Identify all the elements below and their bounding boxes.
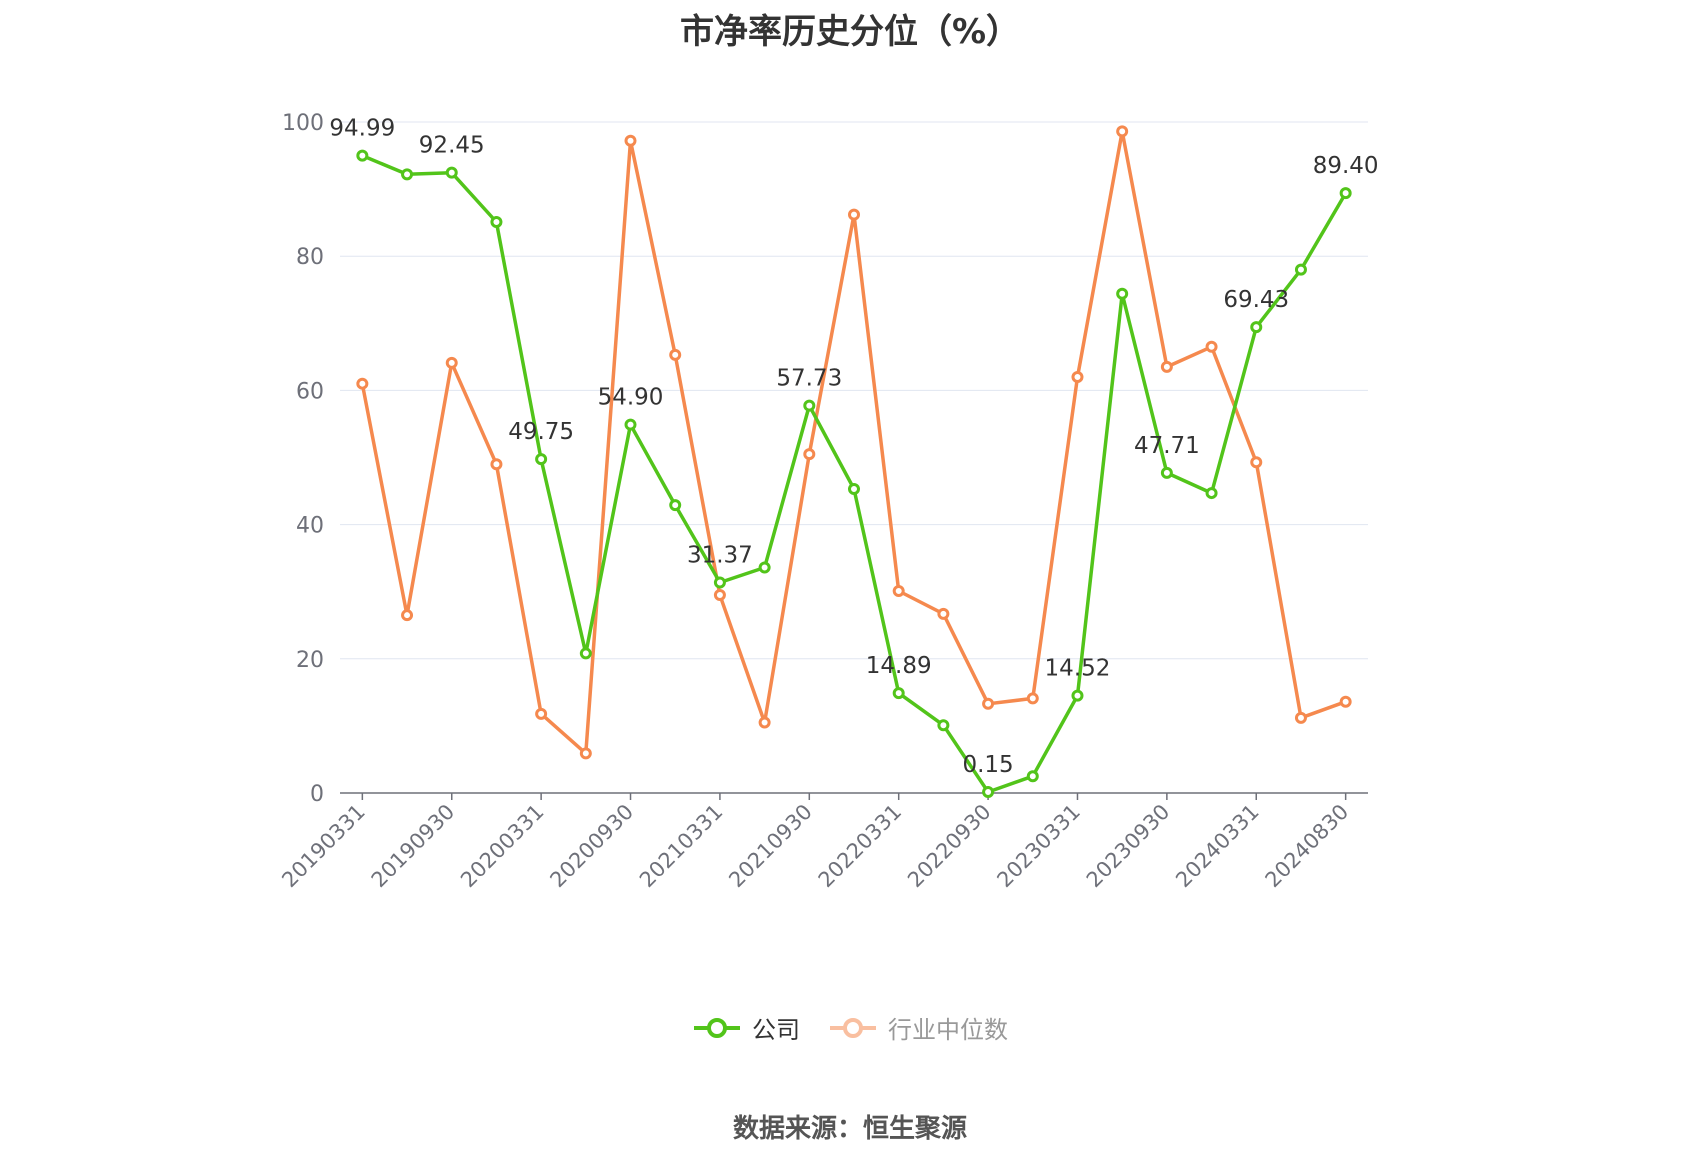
company-point: [892, 687, 905, 700]
industry-point: [356, 377, 369, 390]
company-data-label: 92.45: [419, 133, 485, 159]
industry-point: [892, 585, 905, 598]
industry-point: [401, 609, 414, 622]
company-data-label: 94.99: [329, 116, 395, 142]
industry-point: [669, 348, 682, 361]
y-tick-label: 0: [310, 782, 324, 807]
y-tick-label: 80: [296, 245, 324, 270]
industry-point: [1071, 370, 1084, 383]
x-tick-label: 20200930: [546, 800, 639, 893]
company-point: [803, 399, 816, 412]
x-tick-label: 20210930: [724, 800, 817, 893]
legend-company-label: 公司: [752, 1016, 800, 1044]
legend-item-company[interactable]: 公司: [692, 1010, 800, 1045]
company-point: [1250, 321, 1263, 334]
x-tick-label: 20220331: [814, 800, 907, 893]
industry-point: [937, 607, 950, 620]
x-tick-label: 20200331: [456, 800, 549, 893]
industry-point: [758, 716, 771, 729]
company-point: [713, 576, 726, 589]
industry-point: [848, 208, 860, 221]
chart-title: 市净率历史分位（%）: [679, 12, 1021, 52]
industry-point: [982, 697, 995, 710]
company-point: [848, 483, 860, 496]
x-tick-label: 20230331: [992, 800, 1085, 893]
series-lines: [356, 125, 1352, 798]
industry-point: [1339, 695, 1352, 708]
y-tick-label: 100: [282, 111, 324, 136]
y-tick-label: 40: [296, 514, 324, 539]
x-tick-label: 20210331: [635, 800, 728, 893]
y-tick-label: 60: [296, 379, 324, 404]
x-tick-label: 20190930: [367, 800, 460, 893]
grid-lines: [340, 121, 1368, 660]
company-data-label: 47.71: [1134, 433, 1200, 459]
company-data-label: 49.75: [508, 419, 574, 445]
legend-item-industry[interactable]: 行业中位数: [828, 1010, 1008, 1045]
legend-industry-label: 行业中位数: [888, 1016, 1008, 1044]
company-point: [579, 647, 592, 660]
company-point: [1160, 466, 1173, 479]
company-point: [1294, 263, 1307, 276]
industry-point: [713, 589, 726, 602]
company-data-label: 14.52: [1045, 656, 1111, 682]
x-tick-label: 20240331: [1171, 800, 1264, 893]
company-point: [356, 149, 369, 162]
legend: 公司 行业中位数: [0, 1010, 1700, 1045]
company-data-label: 89.40: [1313, 153, 1379, 179]
company-point: [1205, 487, 1218, 500]
axes: 0 20 40 60 80 100 2019033120190930202003312020…: [277, 111, 1368, 892]
industry-point: [624, 134, 637, 147]
company-point: [401, 168, 414, 181]
company-data-label: 14.89: [866, 653, 932, 679]
company-data-label: 54.90: [598, 385, 664, 411]
company-data-label: 69.43: [1223, 287, 1289, 313]
company-point: [937, 719, 950, 732]
industry-point: [579, 747, 592, 760]
company-point: [624, 418, 637, 431]
company-point: [758, 561, 771, 574]
line-chart: 0 20 40 60 80 100 2019033120190930202003312020…: [277, 111, 1378, 892]
company-point: [1026, 770, 1039, 783]
data-labels: 94.99 92.45 49.75 54.90 31.37 57.73 14.89 0.15 1…: [329, 116, 1378, 778]
company-data-label: 31.37: [687, 543, 753, 569]
company-point: [445, 166, 458, 179]
legend-industry-icon: [830, 1017, 876, 1038]
x-tick-label: 20220930: [903, 800, 996, 893]
industry-point: [1160, 360, 1173, 373]
y-tick-label: 20: [296, 648, 324, 673]
x-tick-label: 20240830: [1261, 800, 1354, 893]
data-source: 数据来源：恒生聚源: [732, 1114, 967, 1144]
x-tick-label: 20230930: [1082, 800, 1175, 893]
company-data-label: 0.15: [962, 752, 1013, 778]
company-point: [1071, 689, 1084, 702]
industry-point: [1026, 692, 1039, 705]
industry-point: [1205, 340, 1218, 353]
x-tick-label: 20190331: [277, 800, 370, 893]
industry-point: [803, 448, 816, 461]
industry-point: [535, 707, 548, 720]
industry-point: [1116, 125, 1129, 138]
company-line: [361, 153, 1348, 794]
industry-point: [1294, 711, 1307, 724]
company-point: [490, 215, 503, 228]
industry-point: [445, 356, 458, 369]
company-data-label: 57.73: [776, 366, 842, 392]
company-point: [669, 499, 682, 512]
industry-point: [1250, 456, 1263, 469]
company-point: [535, 453, 548, 466]
legend-company-icon: [694, 1017, 740, 1038]
company-point: [1116, 287, 1129, 300]
industry-point: [490, 458, 503, 471]
company-point: [982, 785, 995, 798]
company-point: [1339, 187, 1352, 200]
